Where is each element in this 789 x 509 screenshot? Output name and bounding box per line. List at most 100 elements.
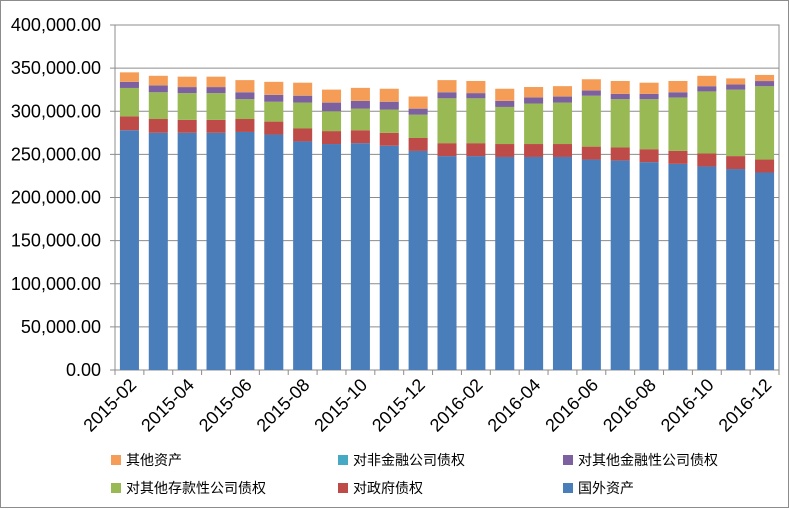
bar-segment <box>351 101 370 109</box>
bar-segment <box>178 120 197 133</box>
y-tick-label: 350,000.00 <box>11 58 101 78</box>
bar-segment <box>697 86 716 91</box>
bar-segment <box>293 83 312 96</box>
bar-segment <box>697 166 716 370</box>
bar-segment <box>640 83 659 94</box>
bar-segment <box>640 99 659 149</box>
bar-segment <box>409 115 428 138</box>
bar-segment <box>495 157 514 370</box>
bar-stack <box>207 77 226 370</box>
bar-segment <box>409 138 428 151</box>
bar-segment <box>524 157 543 370</box>
bar-stack <box>120 72 139 370</box>
bar-segment <box>380 146 399 370</box>
legend-item: 对其他存款性公司债权 <box>111 481 266 497</box>
bar-segment <box>437 80 456 92</box>
legend-swatch <box>111 455 121 465</box>
bar-stack <box>640 83 659 370</box>
bar-segment <box>322 111 341 131</box>
y-tick-label: 250,000.00 <box>11 144 101 164</box>
y-tick-label: 0.00 <box>66 360 101 380</box>
bar-stack <box>466 81 485 370</box>
bar-segment <box>380 102 399 110</box>
plot-area <box>115 25 779 370</box>
bar-segment <box>466 156 485 370</box>
bar-segment <box>495 89 514 101</box>
bar-stack <box>351 88 370 370</box>
bar-segment <box>668 97 687 150</box>
bar-stack <box>322 90 341 370</box>
y-tick-label: 50,000.00 <box>21 317 101 337</box>
bar-segment <box>178 87 197 93</box>
bar-segment <box>293 96 312 103</box>
bar-segment <box>120 130 139 370</box>
bar-stack <box>755 75 774 370</box>
bar-segment <box>437 92 456 98</box>
bar-stack <box>149 76 168 370</box>
legend-label: 对其他存款性公司债权 <box>126 481 266 497</box>
bar-segment <box>553 157 572 370</box>
y-tick-label: 300,000.00 <box>11 101 101 121</box>
legend-item: 对其他金融性公司债权 <box>563 453 718 469</box>
x-tick-label: 2016-12 <box>715 375 776 436</box>
bar-stack <box>235 80 254 370</box>
legend-item: 对政府债权 <box>338 481 423 497</box>
bar-segment <box>668 151 687 164</box>
legend: 其他资产对非金融公司债权对其他金融性公司债权对其他存款性公司债权对政府债权国外资… <box>111 453 718 497</box>
y-tick-label: 100,000.00 <box>11 274 101 294</box>
bar-segment <box>293 129 312 142</box>
bar-segment <box>149 133 168 370</box>
bar-segment <box>668 81 687 92</box>
bar-segment <box>120 88 139 116</box>
legend-swatch <box>338 483 348 493</box>
bar-segment <box>640 94 659 99</box>
bar-segment <box>264 82 283 95</box>
bar-segment <box>582 79 601 90</box>
bar-segment <box>726 169 745 370</box>
bar-segment <box>755 86 774 159</box>
bar-segment <box>755 75 774 81</box>
bar-segment <box>611 81 630 94</box>
bar-segment <box>466 143 485 156</box>
x-tick-label: 2016-02 <box>426 375 487 436</box>
bar-segment <box>235 132 254 370</box>
bar-segment <box>409 151 428 370</box>
bar-segment <box>351 143 370 370</box>
bar-stack <box>553 86 572 370</box>
bar-segment <box>726 78 745 84</box>
bar-segment <box>322 131 341 144</box>
bar-segment <box>640 162 659 370</box>
bar-segment <box>611 99 630 147</box>
bar-segment <box>264 102 283 122</box>
x-tick-label: 2016-04 <box>484 375 545 436</box>
bar-segment <box>755 172 774 370</box>
bar-segment <box>726 90 745 156</box>
bar-segment <box>235 119 254 132</box>
bar-segment <box>207 120 226 133</box>
bar-segment <box>409 109 428 115</box>
legend-swatch <box>563 455 573 465</box>
bar-segment <box>582 91 601 96</box>
bar-segment <box>524 144 543 157</box>
bar-segment <box>697 154 716 167</box>
bar-segment <box>611 160 630 370</box>
x-tick-label: 2015-08 <box>253 375 314 436</box>
bar-segment <box>437 156 456 370</box>
bar-segment <box>207 133 226 370</box>
bar-segment <box>351 130 370 143</box>
x-tick-label: 2016-10 <box>657 375 718 436</box>
bar-segment <box>322 103 341 112</box>
bar-segment <box>582 160 601 370</box>
bar-segment <box>466 81 485 93</box>
bar-segment <box>466 98 485 143</box>
legend-label: 对政府债权 <box>353 481 423 497</box>
bar-segment <box>466 93 485 98</box>
bar-segment <box>293 141 312 370</box>
bar-segment <box>553 86 572 96</box>
x-tick-label: 2015-04 <box>137 375 198 436</box>
y-tick-label: 150,000.00 <box>11 231 101 251</box>
bar-stack <box>437 80 456 370</box>
bar-segment <box>697 76 716 86</box>
x-tick-label: 2015-02 <box>79 375 140 436</box>
